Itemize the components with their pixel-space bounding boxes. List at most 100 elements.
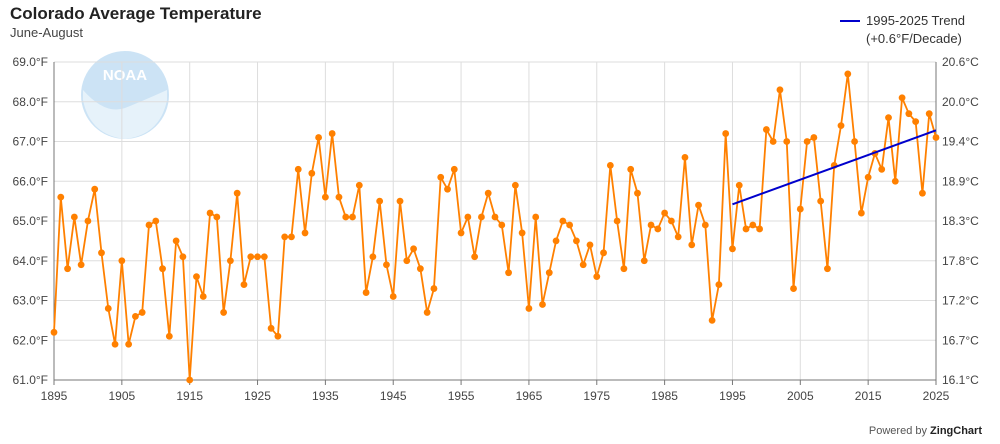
temperature-point bbox=[661, 209, 669, 217]
temperature-point bbox=[898, 94, 906, 102]
powered-by[interactable]: Powered by ZingChart bbox=[869, 425, 982, 437]
temperature-point bbox=[864, 173, 872, 181]
temperature-point bbox=[315, 134, 322, 141]
legend-trend-label: 1995-2025 Trend (+0.6°F/Decade) bbox=[866, 12, 965, 48]
temperature-point bbox=[132, 313, 139, 320]
temperature-point bbox=[376, 197, 384, 205]
temperature-point bbox=[186, 376, 194, 384]
temperature-point bbox=[769, 138, 777, 145]
y-tick-label: 64.0°F bbox=[13, 254, 48, 268]
temperature-point bbox=[518, 229, 526, 237]
temperature-point bbox=[355, 181, 363, 189]
temperature-point bbox=[932, 134, 940, 141]
y-tick-label: 62.0°F bbox=[13, 333, 48, 347]
x-tick-label: 1945 bbox=[380, 389, 407, 403]
legend-trend-swatch bbox=[840, 20, 860, 22]
x-tick-label: 1905 bbox=[108, 389, 135, 403]
temperature-point bbox=[274, 332, 282, 340]
temperature-point bbox=[539, 301, 546, 308]
y2-tick-label: 16.7°C bbox=[942, 333, 979, 347]
temperature-point bbox=[220, 309, 228, 316]
temperature-point bbox=[464, 213, 472, 221]
x-tick-label: 2025 bbox=[923, 389, 950, 403]
temperature-point bbox=[708, 316, 716, 324]
temperature-point bbox=[525, 305, 533, 312]
temperature-point bbox=[179, 253, 187, 261]
temperature-point bbox=[925, 110, 933, 118]
temperature-point bbox=[199, 293, 207, 300]
temperature-point bbox=[790, 285, 797, 292]
temperature-point bbox=[471, 253, 479, 261]
temperature-point bbox=[579, 261, 587, 269]
temperature-point bbox=[416, 265, 424, 273]
temperature-point bbox=[756, 225, 763, 233]
noaa-logo-text: NOAA bbox=[103, 67, 147, 84]
temperature-point bbox=[267, 324, 275, 332]
temperature-point bbox=[77, 261, 85, 269]
temperature-point bbox=[824, 265, 831, 273]
temperature-point bbox=[478, 213, 485, 221]
temperature-point bbox=[362, 289, 370, 296]
temperature-point bbox=[742, 225, 750, 233]
y2-tick-label: 16.1°C bbox=[942, 373, 979, 387]
axes: 61.0°F 16.1°C 62.0°F 16.7°C 63.0°F 17.2°C 64.0… bbox=[13, 55, 980, 403]
temperature-point bbox=[396, 197, 404, 205]
y2-tick-label: 17.2°C bbox=[942, 294, 979, 308]
y2-tick-label: 20.0°C bbox=[942, 95, 979, 109]
y-tick-label: 61.0°F bbox=[13, 373, 48, 387]
temperature-point bbox=[125, 340, 133, 348]
temperature-point bbox=[545, 269, 553, 277]
powered-by-prefix: Powered by bbox=[868, 425, 927, 437]
temperature-point bbox=[206, 209, 214, 217]
temperature-point bbox=[444, 185, 451, 193]
temperature-point bbox=[885, 114, 892, 122]
temperature-point bbox=[647, 221, 655, 229]
temperature-point bbox=[701, 221, 709, 229]
temperature-point bbox=[803, 138, 811, 145]
temperature-point bbox=[586, 241, 594, 249]
trend-line bbox=[732, 129, 937, 206]
temperature-point bbox=[118, 257, 126, 265]
temperature-point bbox=[600, 249, 607, 257]
temperature-point bbox=[593, 273, 601, 281]
legend-trend-label-line2: (+0.6°F/Decade) bbox=[866, 31, 962, 46]
temperature-point bbox=[254, 253, 261, 261]
temperature-point bbox=[749, 221, 757, 229]
legend[interactable]: 1995-2025 Trend (+0.6°F/Decade) bbox=[840, 12, 965, 48]
temperature-point bbox=[410, 245, 417, 253]
x-tick-label: 1925 bbox=[244, 389, 271, 403]
temperature-point bbox=[57, 193, 65, 201]
temperature-point bbox=[281, 233, 289, 241]
x-tick-label: 1975 bbox=[583, 389, 610, 403]
temperature-point bbox=[891, 177, 899, 185]
temperature-point bbox=[383, 261, 390, 269]
temperature-point bbox=[260, 253, 268, 261]
temperature-point bbox=[810, 134, 818, 141]
temperature-point bbox=[457, 229, 465, 237]
temperature-point bbox=[165, 332, 173, 340]
temperature-point bbox=[674, 233, 682, 241]
x-tick-label: 1985 bbox=[651, 389, 678, 403]
series bbox=[50, 70, 940, 384]
temperature-point bbox=[84, 217, 92, 225]
temperature-series-line bbox=[53, 73, 937, 381]
temperature-point bbox=[247, 253, 255, 261]
temperature-point bbox=[851, 138, 858, 145]
temperature-point bbox=[905, 110, 913, 118]
temperature-point bbox=[817, 197, 825, 205]
temperature-point bbox=[233, 189, 241, 197]
x-tick-label: 1995 bbox=[719, 389, 746, 403]
x-tick-label: 1965 bbox=[516, 389, 543, 403]
temperature-point bbox=[321, 193, 329, 201]
x-tick-label: 1915 bbox=[176, 389, 203, 403]
temperature-point bbox=[627, 165, 635, 173]
temperature-point bbox=[308, 169, 316, 177]
temperature-point bbox=[552, 237, 560, 245]
temperature-point bbox=[335, 193, 343, 201]
temperature-point bbox=[227, 257, 234, 265]
temperature-point bbox=[152, 217, 160, 225]
temperature-point bbox=[193, 273, 200, 281]
temperature-point bbox=[342, 213, 350, 221]
x-tick-label: 1935 bbox=[312, 389, 339, 403]
noaa-logo-circle bbox=[81, 51, 169, 139]
